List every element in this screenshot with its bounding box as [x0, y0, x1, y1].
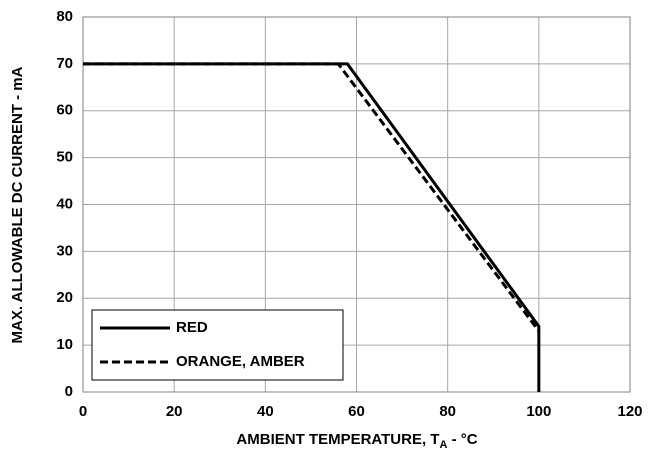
- y-axis-label: MAX. ALLOWABLE DC CURRENT - mA: [9, 66, 26, 343]
- y-tick-label: 80: [56, 8, 73, 25]
- x-tick-label: 20: [166, 403, 183, 420]
- y-tick-label: 50: [56, 149, 73, 166]
- x-tick-label: 40: [257, 403, 274, 420]
- x-axis-label: AMBIENT TEMPERATURE, TA - °C: [236, 431, 477, 451]
- legend-box: [91, 309, 344, 381]
- y-tick-label: 30: [56, 242, 73, 259]
- x-label-suffix: - °C: [447, 431, 477, 448]
- plot-frame: [82, 16, 631, 393]
- data-line: [83, 62, 541, 332]
- y-tick-label: 40: [56, 195, 73, 212]
- x-tick-label: 120: [617, 403, 642, 420]
- y-tick-label: 0: [65, 383, 73, 400]
- legend-label: ORANGE, AMBER: [176, 353, 305, 370]
- y-tick-label: 10: [56, 336, 73, 353]
- x-tick-label: 80: [439, 403, 456, 420]
- legend-label: RED: [176, 319, 208, 336]
- x-tick-label: 60: [348, 403, 365, 420]
- y-tick-label: 20: [56, 289, 73, 306]
- x-tick-label: 100: [526, 403, 551, 420]
- x-label-text: AMBIENT TEMPERATURE, T: [236, 431, 439, 448]
- x-tick-label: 0: [79, 403, 87, 420]
- y-tick-label: 70: [56, 55, 73, 72]
- x-label-subscript: A: [439, 439, 447, 451]
- y-tick-label: 60: [56, 102, 73, 119]
